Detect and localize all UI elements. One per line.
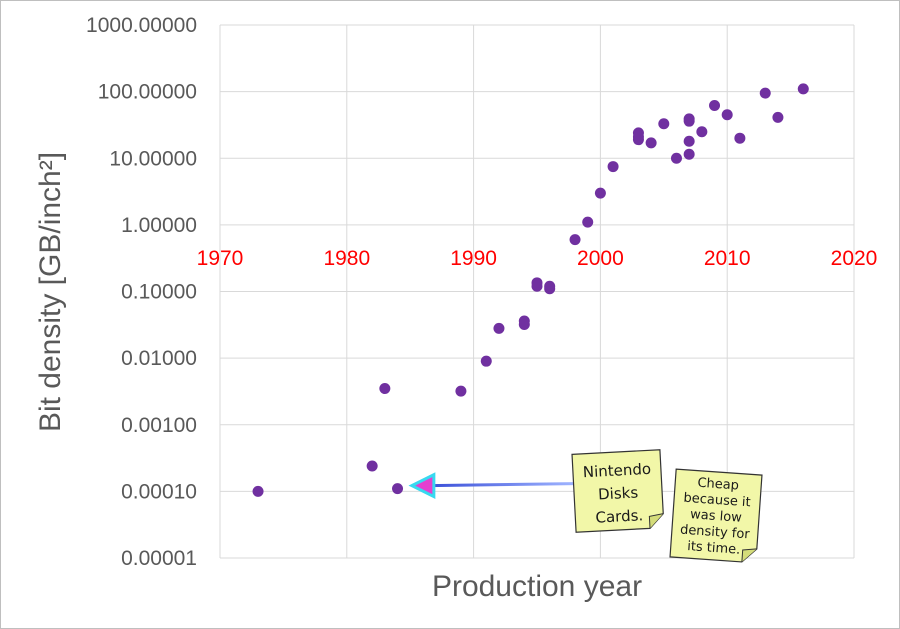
sticky-note-text: Nintendo (582, 460, 651, 482)
data-point (772, 111, 784, 123)
x-axis-title: Production year (432, 570, 642, 603)
data-point (709, 99, 721, 111)
sticky-note-text: Disks (598, 483, 639, 503)
y-tick-label: 0.00001 (121, 547, 197, 570)
data-point (658, 118, 670, 130)
arrow-shaft (429, 482, 575, 488)
y-tick-label: 100.00000 (98, 81, 197, 104)
data-point (252, 485, 264, 497)
x-tick-label: 1990 (450, 247, 497, 270)
data-point (607, 161, 619, 173)
data-point (721, 109, 733, 121)
x-tick-label: 1970 (197, 247, 244, 270)
data-point (531, 277, 543, 289)
sticky-note-text: its time. (687, 539, 741, 558)
data-point (594, 187, 606, 199)
data-point (683, 113, 695, 125)
data-point (392, 483, 404, 495)
sticky-note-text: density for (680, 523, 751, 543)
sticky-note-text: Cards. (595, 506, 644, 526)
data-point (544, 280, 556, 292)
data-point (366, 460, 378, 472)
data-point (379, 383, 391, 395)
y-tick-label: 0.00100 (121, 414, 197, 437)
data-point (683, 148, 695, 160)
sticky-note-fold (648, 513, 664, 529)
data-point (480, 355, 492, 367)
x-axis-ticks: 1970 1980 1990 2000 2010 2020 (197, 247, 878, 270)
x-tick-label: 2000 (577, 247, 624, 270)
y-tick-label: 10.00000 (109, 147, 197, 170)
sticky-note-text: because it (683, 491, 751, 511)
x-tick-label: 1980 (323, 247, 370, 270)
data-point (670, 152, 682, 164)
data-point (645, 137, 657, 149)
data-points (252, 83, 809, 497)
grid-lines (219, 24, 855, 559)
y-tick-label: 0.01000 (121, 347, 197, 370)
data-point (569, 234, 581, 246)
y-tick-label: 0.10000 (121, 281, 197, 304)
y-axis-ticks: 1000.00000 100.00000 10.00000 1.00000 0.1000… (86, 14, 197, 570)
data-point (734, 132, 746, 144)
data-point (455, 385, 467, 397)
y-tick-label: 0.00010 (121, 480, 197, 503)
data-point (582, 216, 594, 228)
y-tick-label: 1.00000 (121, 214, 197, 237)
data-point (632, 127, 644, 139)
data-point (493, 322, 505, 334)
data-point (518, 315, 530, 327)
y-tick-label: 1000.00000 (86, 14, 197, 37)
data-point (797, 83, 809, 95)
x-tick-label: 2010 (704, 247, 751, 270)
y-axis-title: Bit density [GB/inch²] (34, 152, 67, 432)
sticky-note-text: Cheap (697, 476, 739, 494)
data-point (759, 87, 771, 99)
arrow-head (408, 472, 436, 500)
annotation-arrow (408, 472, 575, 500)
data-point (696, 126, 708, 138)
sticky-note-fold (741, 548, 757, 562)
x-tick-label: 2020 (831, 247, 878, 270)
sticky-note-text: was low (690, 507, 743, 526)
data-point (683, 135, 695, 147)
